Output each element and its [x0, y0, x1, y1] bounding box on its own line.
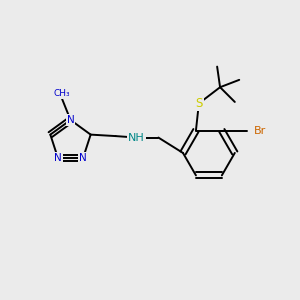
- Text: CH₃: CH₃: [53, 89, 70, 98]
- Text: NH: NH: [128, 133, 145, 142]
- Text: S: S: [195, 97, 203, 110]
- Text: Br: Br: [254, 125, 266, 136]
- Text: N: N: [54, 153, 62, 163]
- Text: N: N: [67, 115, 74, 125]
- Text: N: N: [79, 153, 87, 163]
